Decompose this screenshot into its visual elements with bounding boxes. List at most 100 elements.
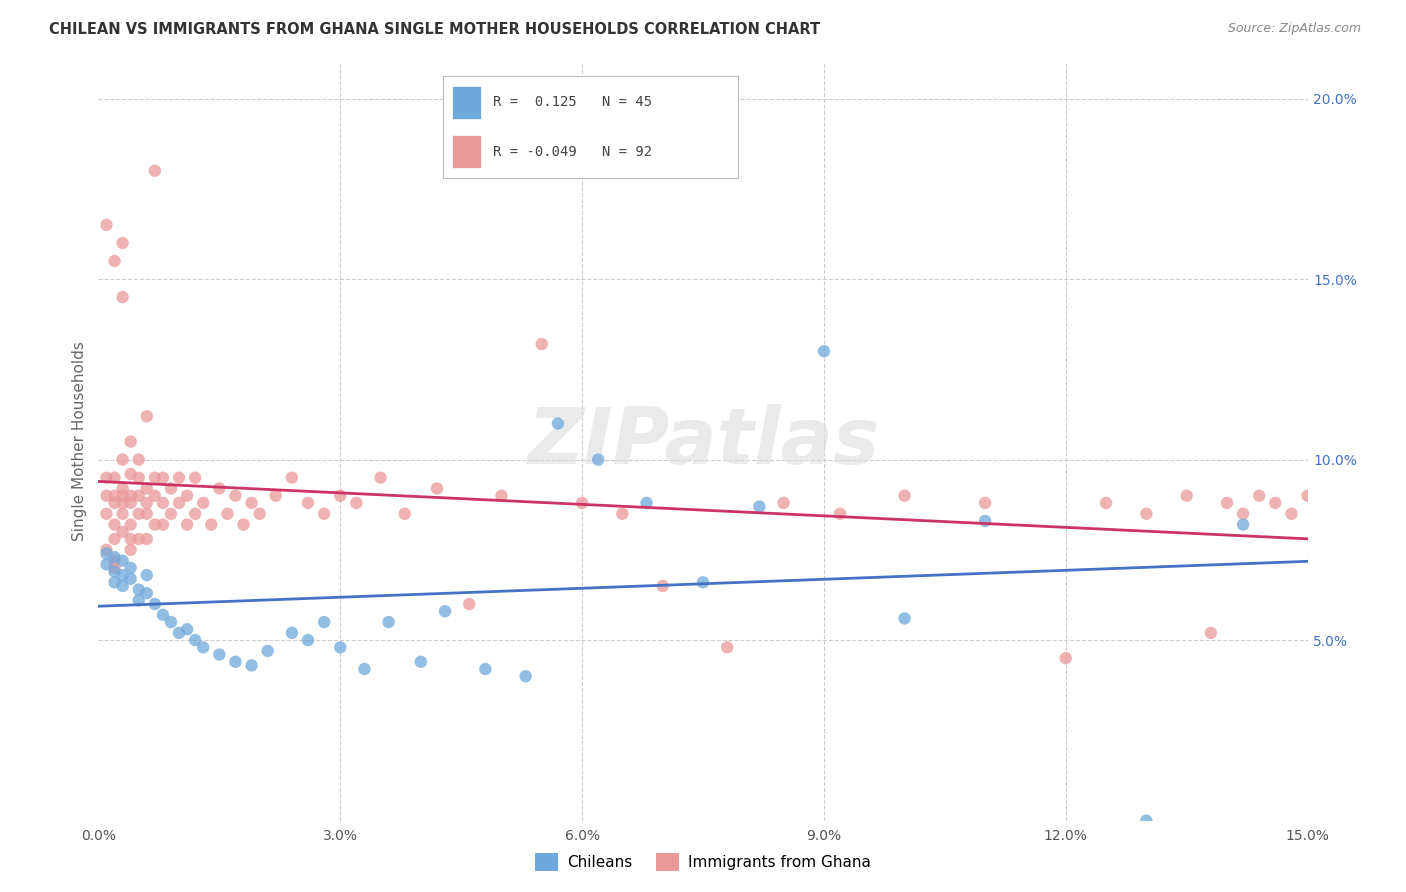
Point [96, 507, 118, 521]
Point [152, 470, 174, 484]
Point [120, 572, 142, 586]
Point [184, 633, 207, 648]
Point [96, 546, 118, 560]
Point [103, 550, 125, 565]
Point [636, 496, 658, 510]
Point [426, 482, 449, 496]
Point [152, 496, 174, 510]
Point [344, 496, 367, 510]
Point [103, 517, 125, 532]
Point [120, 467, 142, 481]
Point [111, 235, 134, 250]
Point [143, 489, 166, 503]
Point [208, 648, 231, 662]
Point [111, 290, 134, 304]
Point [120, 434, 142, 449]
Point [208, 482, 231, 496]
Point [128, 532, 150, 546]
Legend: Chileans, Immigrants from Ghana: Chileans, Immigrants from Ghana [529, 847, 877, 878]
Point [135, 586, 157, 600]
Point [828, 507, 851, 521]
Point [167, 470, 190, 484]
Point [128, 489, 150, 503]
Point [135, 568, 157, 582]
Bar [451, 87, 481, 119]
Point [281, 626, 304, 640]
Point [547, 417, 569, 431]
Point [135, 482, 157, 496]
Text: ZIPatlas: ZIPatlas [527, 403, 879, 480]
Point [1281, 507, 1303, 521]
Point [120, 496, 142, 510]
Point [103, 554, 125, 568]
Point [813, 344, 835, 359]
Point [314, 615, 336, 629]
Point [281, 470, 304, 484]
Point [409, 655, 432, 669]
Text: R = -0.049   N = 92: R = -0.049 N = 92 [494, 145, 652, 159]
Text: R =  0.125   N = 45: R = 0.125 N = 45 [494, 95, 652, 110]
Point [111, 554, 134, 568]
Point [111, 524, 134, 539]
Point [571, 496, 593, 510]
Point [530, 337, 553, 351]
Point [458, 597, 481, 611]
Point [143, 597, 166, 611]
Point [491, 489, 513, 503]
Point [716, 640, 738, 655]
Point [111, 482, 134, 496]
Point [1264, 496, 1286, 510]
Point [103, 532, 125, 546]
Point [135, 532, 157, 546]
Point [1135, 814, 1157, 828]
Point [120, 532, 142, 546]
Point [651, 579, 673, 593]
Point [893, 489, 915, 503]
Point [96, 489, 118, 503]
Point [200, 517, 222, 532]
Point [96, 218, 118, 232]
Point [232, 517, 254, 532]
Point [103, 561, 125, 575]
Point [128, 507, 150, 521]
Point [249, 507, 271, 521]
Point [240, 658, 263, 673]
Point [893, 611, 915, 625]
Point [370, 470, 392, 484]
Point [128, 470, 150, 484]
Point [1232, 517, 1254, 532]
Point [96, 542, 118, 557]
Point [160, 615, 183, 629]
Point [120, 517, 142, 532]
Point [264, 489, 287, 503]
Point [772, 496, 794, 510]
Point [103, 496, 125, 510]
Point [1232, 507, 1254, 521]
Point [135, 496, 157, 510]
Point [377, 615, 399, 629]
Point [96, 558, 118, 572]
Point [111, 579, 134, 593]
Point [176, 489, 198, 503]
Text: Source: ZipAtlas.com: Source: ZipAtlas.com [1227, 22, 1361, 36]
Point [353, 662, 375, 676]
Point [974, 514, 997, 528]
Point [184, 470, 207, 484]
Point [176, 622, 198, 636]
Point [128, 452, 150, 467]
Point [152, 517, 174, 532]
Point [160, 507, 183, 521]
Point [135, 409, 157, 424]
Point [103, 254, 125, 268]
Y-axis label: Single Mother Households: Single Mother Households [72, 342, 87, 541]
Point [1135, 507, 1157, 521]
Point [224, 655, 246, 669]
Point [314, 507, 336, 521]
Point [152, 607, 174, 622]
Point [394, 507, 416, 521]
Point [96, 470, 118, 484]
Point [1175, 489, 1198, 503]
Point [103, 565, 125, 579]
Point [167, 626, 190, 640]
Point [167, 496, 190, 510]
